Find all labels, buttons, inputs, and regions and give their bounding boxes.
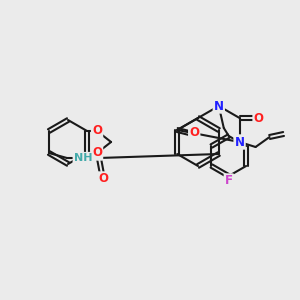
Text: NH: NH bbox=[74, 153, 92, 163]
Text: N: N bbox=[235, 136, 244, 148]
Text: O: O bbox=[98, 172, 108, 185]
Text: O: O bbox=[254, 112, 264, 124]
Text: O: O bbox=[189, 127, 199, 140]
Text: N: N bbox=[214, 100, 224, 112]
Text: F: F bbox=[225, 175, 233, 188]
Text: O: O bbox=[92, 146, 102, 160]
Text: O: O bbox=[92, 124, 102, 137]
